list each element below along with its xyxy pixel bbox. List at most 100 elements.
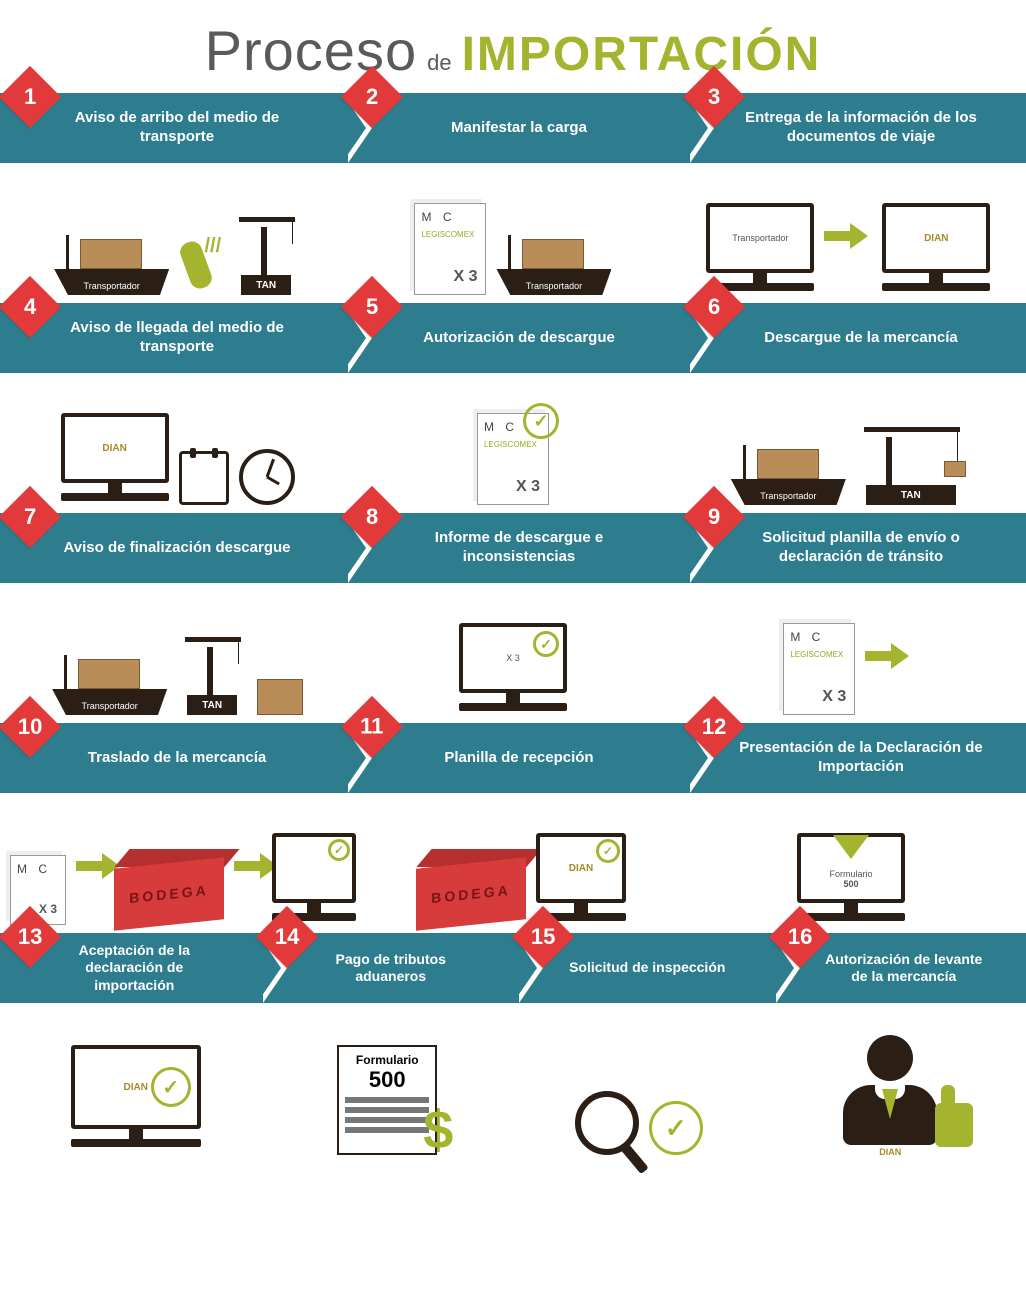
step-1: 1 Aviso de arribo del medio de transport… [0,93,342,163]
check-stamp-icon: ✓ [523,403,559,439]
step-label: Manifestar la carga [451,119,587,138]
calendar-icon [179,451,229,505]
ship-icon: Transportador [52,643,167,715]
step-label: Aviso de arribo del medio de transporte [48,109,306,147]
magnifier-icon [575,1091,639,1155]
cargo-stack-icon [257,679,303,715]
title-thin: Proceso [205,18,417,83]
thumbs-up-icon [935,1103,973,1147]
title-bold: IMPORTACIÓN [462,27,822,82]
step-16: 16 Autorización de levante de la mercanc… [770,933,1026,1003]
illus-10: M C X 3 BODEGA ✓ [10,807,356,925]
illus-8: X 3 ✓ [345,597,680,715]
illus-3: Transportador DIAN [681,177,1016,295]
step-label: Solicitud de inspección [569,959,725,977]
illus-15: ✓ [513,1017,765,1155]
ship-icon: Transportador [731,433,846,505]
monitor-dian-icon: DIAN ✓ [71,1045,201,1155]
step-label: Aviso de llegada del medio de transporte [48,319,306,357]
arrow-icon [234,853,262,879]
illus-row-5: DIAN ✓ Formulario 500 $ ✓ DIAN [0,1003,1026,1163]
step-5: 5 Autorización de descargue [342,303,684,373]
step-row-5: 13 Aceptación de la declaración de impor… [0,933,1026,1003]
step-11: 11 Planilla de recepción [342,723,684,793]
illus-row-2: DIAN M C LEGISCOMEX X 3 ✓ Transportador … [0,373,1026,513]
illus-row-3: Transportador TAN X 3 ✓ M C LEGISCOMEX X… [0,583,1026,723]
title-de: de [427,50,451,76]
warehouse-box-icon: BODEGA [114,863,224,925]
illus-11: BODEGA DIAN ✓ [356,807,686,925]
monitor-icon: DIAN [61,413,169,505]
form-500-icon: Formulario 500 $ [337,1045,437,1155]
step-12: 12 Presentación de la Declaración de Imp… [684,723,1026,793]
document-approved-icon: M C LEGISCOMEX X 3 ✓ [477,413,549,505]
arrow-icon [865,643,913,669]
check-stamp-icon: ✓ [328,839,350,861]
step-9: 9 Solicitud planilla de envío o declarac… [684,513,1026,583]
step-label: Aceptación de la declaración de importac… [48,942,221,995]
illus-5: M C LEGISCOMEX X 3 ✓ [345,387,680,505]
illus-16: DIAN [765,1017,1017,1155]
step-14: 14 Pago de tributos aduaneros [257,933,514,1003]
illus-13: DIAN ✓ [10,1017,262,1155]
check-stamp-icon: ✓ [151,1067,191,1107]
step-8: 8 Informe de descargue e inconsistencias [342,513,684,583]
step-7: 7 Aviso de finalización descargue [0,513,342,583]
illus-2: M C LEGISCOMEX X 3 Transportador [345,177,680,295]
crane-unload-icon: TAN [856,421,966,505]
person-approve-icon: DIAN [835,1035,945,1155]
illus-6: Transportador TAN [681,387,1016,505]
step-label: Solicitud planilla de envío o declaració… [732,529,990,567]
step-2: 2 Manifestar la carga [342,93,684,163]
arrow-icon [76,853,104,879]
document-icon: M C LEGISCOMEX X 3 [414,203,486,295]
cargo-box-icon [944,461,966,477]
monitor-icon: Transportador [706,203,814,295]
dollar-icon: $ [423,1099,453,1161]
step-label: Entrega de la información de los documen… [732,109,990,147]
step-label: Planilla de recepción [444,749,593,768]
step-10: 10 Traslado de la mercancía [0,723,342,793]
monitor-dian-icon: DIAN ✓ [536,833,626,925]
crane-icon: TAN [177,631,247,715]
check-stamp-icon: ✓ [649,1101,703,1155]
illus-row-1: Transportador /// TAN M C LEGISCOMEX X 3… [0,163,1026,303]
illus-4: DIAN [10,387,345,505]
step-label: Autorización de descargue [423,329,615,348]
ship-icon: Transportador [496,223,611,295]
step-label: Informe de descargue e inconsistencias [390,529,648,567]
arrow-icon [824,223,872,249]
page-title: Proceso de IMPORTACIÓN [0,0,1026,93]
step-label: Presentación de la Declaración de Import… [732,739,990,777]
monitor-icon: DIAN [882,203,990,295]
step-row-3: 7 Aviso de finalización descargue 8 Info… [0,513,1026,583]
illus-row-4: M C X 3 BODEGA ✓ BODEGA DIAN ✓ [0,793,1026,933]
step-label: Descargue de la mercancía [764,329,957,348]
step-row-2: 4 Aviso de llegada del medio de transpor… [0,303,1026,373]
step-label: Autorización de levante de la mercancía [818,951,991,986]
step-row-1: 1 Aviso de arribo del medio de transport… [0,93,1026,163]
step-3: 3 Entrega de la información de los docum… [684,93,1026,163]
step-row-4: 10 Traslado de la mercancía 11 Planilla … [0,723,1026,793]
document-icon: M C LEGISCOMEX X 3 [783,623,855,715]
step-label: Aviso de finalización descargue [63,539,290,558]
phone-icon: /// [179,235,221,295]
inspect-icon [575,1091,639,1155]
step-label: Pago de tributos aduaneros [305,951,478,986]
step-6: 6 Descargue de la mercancía [684,303,1026,373]
step-15: 15 Solicitud de inspección [513,933,770,1003]
illus-12: Formulario 500 [686,807,1016,925]
monitor-doc-icon: X 3 ✓ [459,623,567,715]
download-arrow-icon [833,835,869,859]
ship-icon: Transportador [54,223,169,295]
illus-9: M C LEGISCOMEX X 3 [681,597,1016,715]
step-13: 13 Aceptación de la declaración de impor… [0,933,257,1003]
step-4: 4 Aviso de llegada del medio de transpor… [0,303,342,373]
monitor-form-icon: Formulario 500 [797,833,905,925]
check-stamp-icon: ✓ [596,839,620,863]
step-label: Traslado de la mercancía [88,749,266,768]
check-stamp-icon: ✓ [533,631,559,657]
illus-7: Transportador TAN [10,597,345,715]
warehouse-box-icon: BODEGA [416,863,526,925]
illus-1: Transportador /// TAN [10,177,345,295]
